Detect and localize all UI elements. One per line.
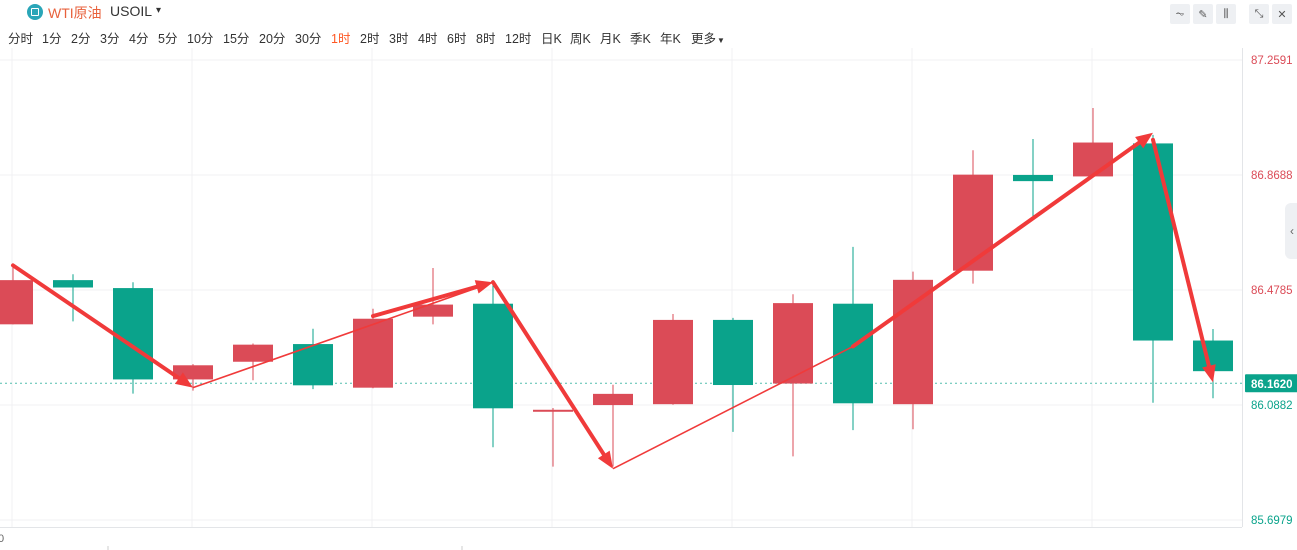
candle-body [893,279,933,405]
trend-arrow-head [175,372,193,388]
tab-interval[interactable]: 6时 [447,32,467,46]
tab-interval-active[interactable]: 1时 [331,32,351,46]
candle-body [593,393,633,406]
trend-line [612,345,854,470]
last-price-badge [1245,374,1297,393]
tab-interval[interactable]: 3时 [389,32,409,46]
trend-arrow-head [1202,364,1216,383]
trend-arrow-shaft [371,284,479,319]
tab-interval[interactable]: 2分 [71,32,91,46]
collapse-icon[interactable]: ⤡ [1249,4,1269,24]
tab-interval[interactable]: 分时 [8,32,34,46]
candle-body [473,303,513,409]
tab-interval[interactable]: 15分 [223,32,250,46]
tab-more-label: 更多 [691,32,717,46]
candle-body [53,280,93,288]
last-price-label: 86.1620 [1251,379,1293,391]
tab-interval[interactable]: 季K [630,32,651,46]
candle-body [773,303,813,384]
close-icon[interactable]: ✕ [1272,4,1292,24]
draw-icon[interactable]: ✎ [1193,4,1213,24]
candle-body [953,174,993,271]
y-tick-label: 85.6979 [1251,515,1293,527]
trend-arrow-shaft [1151,137,1211,368]
x-tick-label: 0 [0,533,4,545]
indicator-icon[interactable]: ⏦ [1170,4,1190,24]
tab-interval[interactable]: 4时 [418,32,438,46]
tab-more[interactable]: 更多▼ [691,28,725,47]
candle-body [353,318,393,388]
tab-interval[interactable]: 1分 [42,32,62,46]
y-tick-label: 86.4785 [1251,285,1293,297]
tab-interval[interactable]: 2时 [360,32,380,46]
y-tick-label: 86.0882 [1251,400,1293,412]
trend-arrow-head [597,450,613,469]
trend-arrow-head [1135,132,1153,149]
title-bar: WTI原油 USOIL ▾ ⏦ ✎ ⫼ ⤡ ✕ [0,0,1297,26]
tab-interval[interactable]: 30分 [295,32,322,46]
tab-interval[interactable]: 周K [570,32,591,46]
trend-line [192,281,494,389]
tab-interval[interactable]: 8时 [476,32,496,46]
candle-body [713,319,753,386]
candle-body [113,288,153,380]
trend-arrow-shaft [851,140,1142,349]
more-dropdown-icon: ▼ [717,36,725,45]
y-tick-label: 86.8688 [1251,170,1293,182]
symbol-logo-icon [27,4,43,20]
candle-body [653,319,693,405]
tab-interval[interactable]: 20分 [259,32,286,46]
symbol-dropdown-icon[interactable]: ▾ [156,5,162,16]
candle-type-icon[interactable]: ⫼ [1216,4,1236,24]
candle-body [0,280,33,325]
candle-body [533,409,573,412]
candle-body [413,304,453,317]
tab-interval[interactable]: 日K [541,32,562,46]
tab-interval[interactable]: 3分 [100,32,120,46]
candle-body [1013,174,1053,182]
y-tick-label: 87.2591 [1251,55,1293,67]
tab-interval[interactable]: 10分 [187,32,214,46]
tab-interval[interactable]: 月K [600,32,621,46]
tab-interval[interactable]: 5分 [158,32,178,46]
candle-body [1073,142,1113,177]
symbol-name[interactable]: WTI原油 [48,5,102,21]
symbol-code[interactable]: USOIL [110,3,153,19]
trend-arrow-shaft [11,263,181,381]
chevron-left-icon[interactable]: ‹ [1285,203,1297,259]
tab-interval[interactable]: 12时 [505,32,532,46]
interval-tabs: 分时 1分 2分 3分 4分 5分 10分 15分 20分 30分 1时 2时 … [0,26,1297,46]
trend-arrow-head [474,280,493,294]
tab-interval[interactable]: 年K [660,32,681,46]
trend-arrow-shaft [491,280,606,457]
candle-body [233,344,273,362]
tab-interval[interactable]: 4分 [129,32,149,46]
candle-body [1133,143,1173,341]
